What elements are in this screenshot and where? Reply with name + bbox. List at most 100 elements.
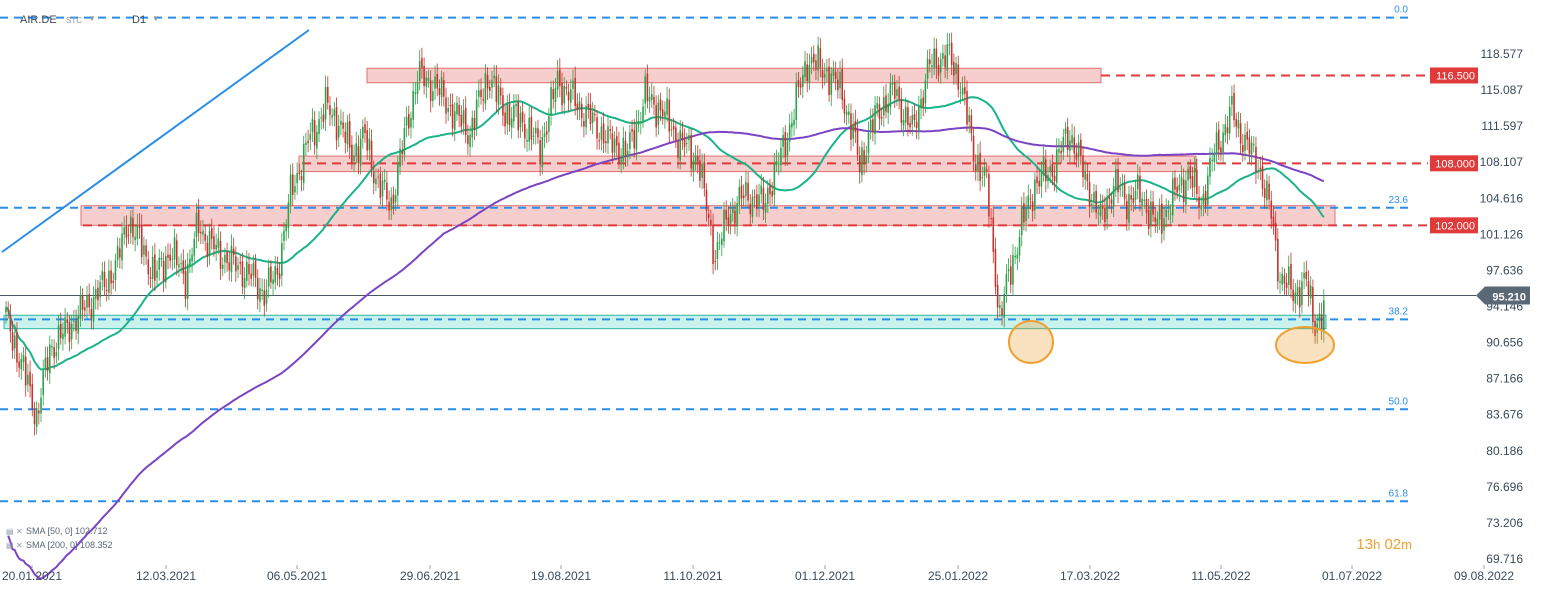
- candle-body: [530, 116, 533, 140]
- candle-body: [1036, 176, 1038, 184]
- candle-body: [296, 172, 298, 184]
- candle-body: [1182, 179, 1185, 202]
- x-tick-label: 19.08.2021: [531, 569, 591, 583]
- close-icon[interactable]: ✕: [16, 527, 23, 536]
- candle-body: [959, 92, 962, 94]
- candle-body: [1281, 273, 1284, 285]
- candle-body: [224, 254, 226, 263]
- candle-body: [1106, 198, 1108, 220]
- candle-body: [694, 155, 697, 164]
- candle-body: [427, 77, 430, 81]
- candle-body: [1139, 175, 1141, 203]
- candle-body: [966, 90, 968, 125]
- sma50-legend[interactable]: ▤ ✕ SMA [50, 0] 102.712: [6, 526, 108, 536]
- candle-body: [213, 236, 215, 250]
- sma200-legend[interactable]: ▤ ✕ SMA [200, 0] 108.352: [6, 540, 113, 550]
- candle-body: [594, 114, 596, 116]
- candle-body: [353, 155, 355, 161]
- candle-body: [372, 171, 375, 184]
- candle-body: [1027, 195, 1030, 210]
- candle-body: [175, 240, 178, 266]
- candle-body: [278, 273, 281, 279]
- candle-body: [1020, 206, 1023, 236]
- y-axis: 118.577 115.087 111.597 108.107 104.616 101.1…: [1480, 47, 1524, 566]
- candle-body: [462, 110, 465, 124]
- candle-body: [569, 89, 572, 103]
- candle-body: [622, 137, 625, 162]
- candle-body: [1090, 204, 1093, 206]
- interval-dropdown-icon[interactable]: ▼: [152, 14, 160, 23]
- candle-body: [11, 332, 14, 351]
- candle-body: [403, 127, 406, 155]
- symbol-label[interactable]: AIR.DE: [20, 14, 57, 26]
- close-icon[interactable]: ✕: [16, 541, 23, 550]
- source-label: STC: [66, 16, 82, 25]
- candle-body: [935, 48, 938, 68]
- candle-body: [75, 320, 77, 331]
- candle-body: [38, 410, 40, 414]
- candle-body: [613, 138, 616, 153]
- candle-body: [1060, 150, 1062, 154]
- candle-body: [53, 347, 55, 359]
- candle-body: [156, 270, 158, 278]
- candle-body: [351, 144, 353, 164]
- candle-body: [381, 180, 384, 197]
- candle-body: [699, 160, 701, 181]
- last-price-tag: [1476, 286, 1530, 305]
- candle-body: [834, 71, 837, 79]
- candle-body: [1045, 159, 1047, 182]
- candle-body: [946, 44, 949, 71]
- candle-body: [1296, 286, 1299, 296]
- candle-body: [1191, 176, 1194, 188]
- candle-body: [762, 187, 765, 210]
- interval-label[interactable]: D1: [132, 14, 147, 26]
- candle-body: [659, 99, 662, 111]
- candle-body: [646, 73, 649, 102]
- candle-body: [1121, 184, 1124, 186]
- candle-body: [904, 106, 907, 123]
- candle-body: [169, 254, 171, 261]
- candle-body: [1279, 281, 1281, 283]
- candle-body: [865, 155, 868, 164]
- x-tick-label: 06.05.2021: [267, 569, 327, 583]
- candle-body: [655, 105, 657, 128]
- candle-body: [543, 133, 546, 138]
- candle-body: [574, 77, 576, 107]
- candle-body: [1285, 282, 1288, 288]
- candle-body: [1049, 166, 1051, 173]
- candle-body: [1145, 199, 1148, 213]
- highlight-circle: [1275, 326, 1335, 364]
- candle-body: [219, 240, 222, 269]
- candle-body: [1268, 183, 1270, 200]
- candle-body: [1312, 287, 1314, 323]
- candle-body: [826, 69, 828, 72]
- candle-body: [48, 344, 51, 374]
- candle-body: [887, 103, 889, 113]
- candle-body: [344, 131, 347, 143]
- candle-body: [653, 96, 655, 105]
- zone-resistance-116: [366, 67, 1102, 84]
- candle-body: [624, 140, 627, 157]
- candle-body: [469, 134, 471, 147]
- candle-body: [758, 194, 760, 207]
- candle-body: [1206, 175, 1209, 205]
- candle-body: [1009, 266, 1012, 285]
- candle-body: [710, 219, 712, 226]
- candle-body: [386, 182, 388, 200]
- candle-body: [377, 176, 379, 178]
- candle-body: [1263, 188, 1266, 198]
- candle-body: [1038, 180, 1041, 187]
- candle-body: [149, 277, 152, 279]
- fib-label: 61.8: [1389, 488, 1409, 499]
- source-dropdown-icon[interactable]: ▼: [88, 14, 96, 23]
- candle-body: [1222, 132, 1224, 153]
- candle-body: [1180, 176, 1183, 186]
- candle-body: [841, 68, 844, 100]
- candle-body: [226, 251, 228, 264]
- candle-body: [289, 174, 292, 205]
- candle-body: [854, 121, 857, 132]
- candle-body: [642, 106, 644, 121]
- candle-body: [742, 195, 745, 199]
- candle-body: [1261, 166, 1264, 189]
